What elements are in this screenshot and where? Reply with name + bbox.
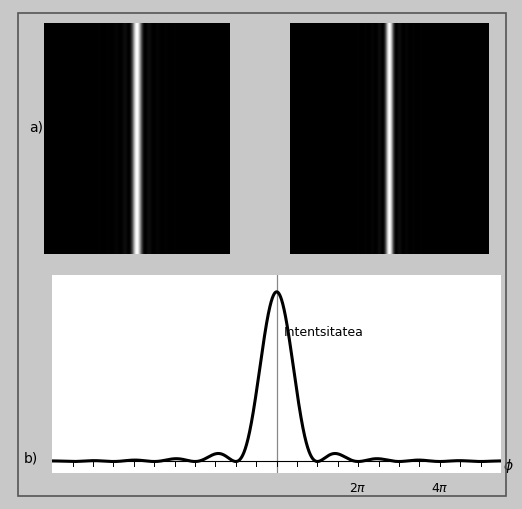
Text: a): a)	[29, 120, 43, 134]
Text: Intentsitatea: Intentsitatea	[284, 326, 364, 339]
Text: $\phi$: $\phi$	[503, 457, 514, 475]
Text: b): b)	[23, 451, 38, 465]
